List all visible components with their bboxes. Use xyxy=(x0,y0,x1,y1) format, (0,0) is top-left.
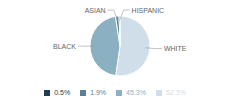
html-text:0.5%: 0.5% xyxy=(54,89,71,96)
svg-text:BLACK: BLACK xyxy=(53,43,76,50)
html-text:1.9%: 1.9% xyxy=(90,89,107,96)
svg-text:WHITE: WHITE xyxy=(164,45,187,52)
html-text:45.3%: 45.3% xyxy=(126,89,146,96)
svg-text:HISPANIC: HISPANIC xyxy=(132,7,165,14)
svg-text:ASIAN: ASIAN xyxy=(85,7,106,14)
html-text:52.3%: 52.3% xyxy=(166,89,186,96)
